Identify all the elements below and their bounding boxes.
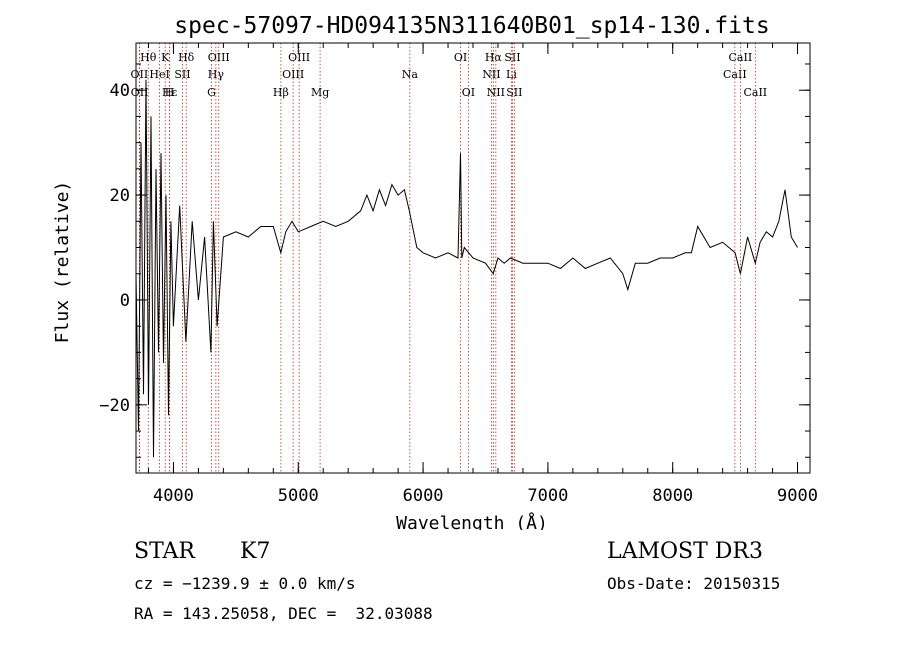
line-marker-label: Li — [506, 68, 517, 81]
line-marker-label: Na — [402, 68, 419, 81]
line-marker-label: OIII — [282, 68, 304, 81]
tick-label: 8000 — [652, 486, 693, 506]
tick-label: 7000 — [527, 486, 568, 506]
object-class: STAR — [134, 539, 195, 564]
tick-label: 5000 — [278, 486, 319, 506]
line-marker-label: H — [165, 86, 175, 99]
coordinates: RA = 143.25058, DEC = 32.03088 — [134, 604, 433, 623]
redshift-velocity: cz = −1239.9 ± 0.0 km/s — [134, 574, 356, 593]
line-marker-label: HeI — [149, 68, 169, 81]
line-marker-label: CaII — [743, 86, 767, 99]
line-marker-label: SII — [504, 51, 520, 64]
line-marker-label: Hγ — [208, 68, 225, 81]
line-marker-label: OII — [131, 86, 149, 99]
spectrum-plot: spec-57097-HD094135N311640B01_sp14-130.f… — [52, 13, 818, 530]
observation-date: Obs-Date: 20150315 — [607, 574, 781, 593]
line-marker-label: Hβ — [273, 86, 289, 99]
spectral-subclass: K7 — [240, 539, 271, 564]
line-marker-label: CaII — [723, 68, 747, 81]
line-marker-label: SII — [506, 86, 522, 99]
tick-label: 4000 — [153, 486, 194, 506]
line-marker-label: Mg — [311, 86, 329, 99]
survey-name: LAMOST DR3 — [607, 539, 763, 564]
tick-label: 20 — [110, 186, 130, 206]
line-marker-label: OIII — [288, 51, 310, 64]
axis-ticks: 4000 5000 6000 7000 8000 9000 −20 0 20 40 — [99, 43, 818, 506]
line-marker-label: OIII — [208, 51, 230, 64]
line-marker-label: SII — [174, 68, 190, 81]
line-marker-label: G — [207, 86, 216, 99]
line-marker-label: NII — [487, 86, 505, 99]
spectrum-series — [135, 79, 798, 458]
tick-label: 6000 — [403, 486, 444, 506]
line-marker-label: NII — [482, 68, 500, 81]
line-marker-label: OI — [462, 86, 475, 99]
line-marker-label: Hα — [485, 51, 503, 64]
line-marker-label: Hδ — [178, 51, 195, 64]
x-axis-label: Wavelength (Å) — [396, 512, 548, 530]
tick-label: 40 — [110, 81, 130, 101]
chart-title: spec-57097-HD094135N311640B01_sp14-130.f… — [174, 13, 769, 39]
line-marker-label: CaII — [729, 51, 753, 64]
line-marker-label: OI — [454, 51, 467, 64]
line-marker-label: K — [161, 51, 170, 64]
tick-label: 9000 — [777, 486, 818, 506]
y-axis-label: Flux (relative) — [52, 181, 73, 344]
tick-label: −20 — [99, 396, 130, 416]
line-marker-label: Hθ — [140, 51, 157, 64]
tick-label: 0 — [120, 291, 130, 311]
